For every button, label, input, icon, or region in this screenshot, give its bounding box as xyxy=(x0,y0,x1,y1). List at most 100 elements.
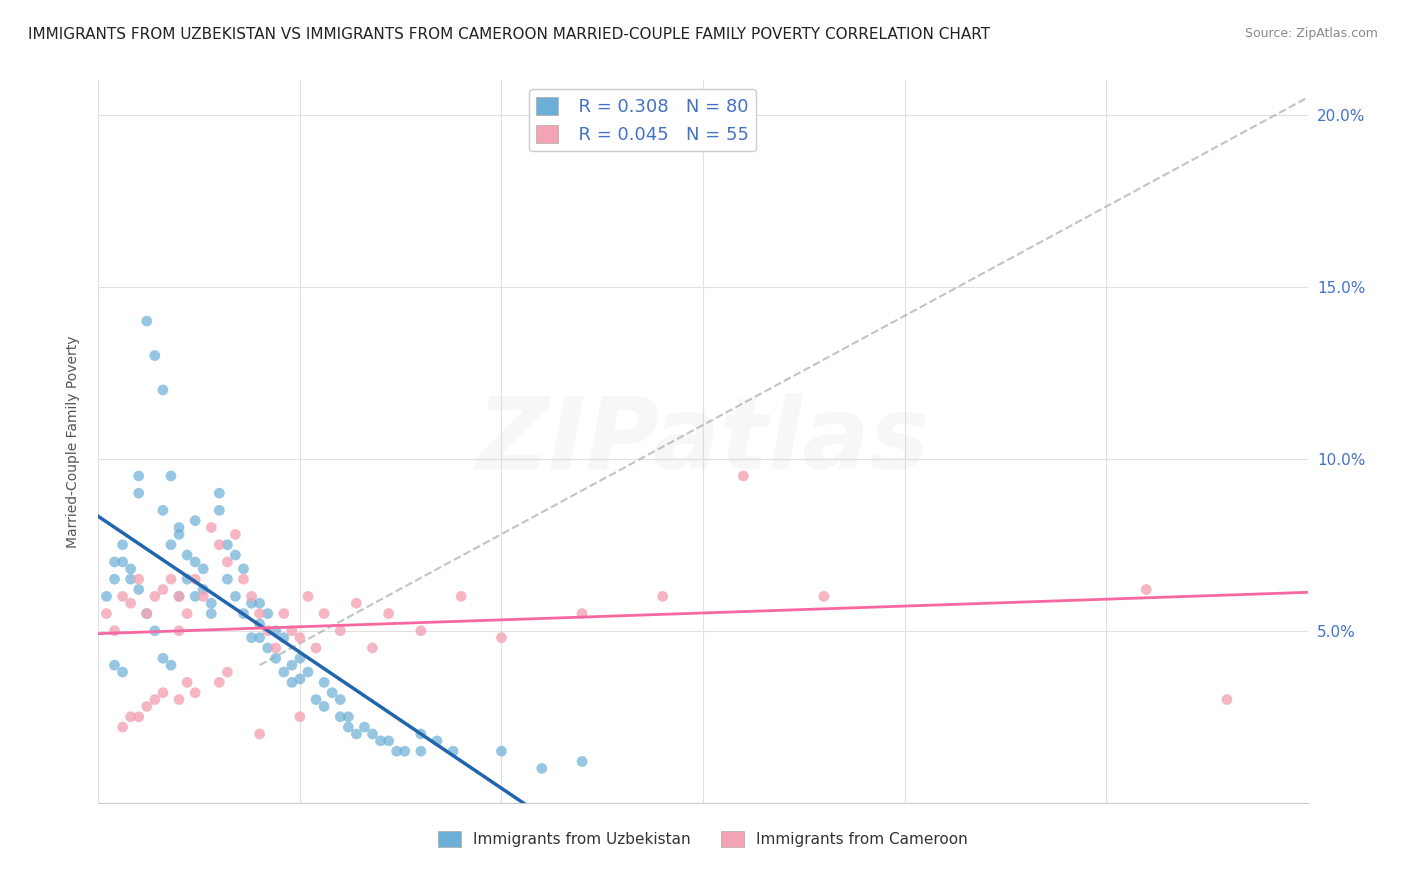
Point xyxy=(530,761,553,775)
Point xyxy=(135,314,157,328)
Point xyxy=(733,469,755,483)
Point xyxy=(128,486,150,500)
Point xyxy=(426,734,449,748)
Point xyxy=(288,631,311,645)
Point xyxy=(167,590,190,604)
Point xyxy=(329,624,352,638)
Point xyxy=(200,596,222,610)
Point xyxy=(208,538,231,552)
Point xyxy=(385,744,408,758)
Point xyxy=(96,590,118,604)
Point xyxy=(314,607,336,621)
Point xyxy=(143,692,166,706)
Point xyxy=(217,572,239,586)
Point xyxy=(128,710,150,724)
Point xyxy=(409,624,432,638)
Point xyxy=(240,631,263,645)
Point xyxy=(160,538,183,552)
Point xyxy=(184,555,207,569)
Point xyxy=(217,665,239,679)
Point xyxy=(344,596,367,610)
Point xyxy=(329,710,352,724)
Point xyxy=(409,727,432,741)
Point xyxy=(200,607,222,621)
Point xyxy=(143,624,166,638)
Point xyxy=(281,624,304,638)
Point xyxy=(361,727,384,741)
Point xyxy=(217,538,239,552)
Point xyxy=(264,651,287,665)
Point xyxy=(491,744,513,758)
Point xyxy=(111,555,134,569)
Point xyxy=(344,727,367,741)
Point xyxy=(232,562,254,576)
Point xyxy=(193,562,215,576)
Point xyxy=(128,469,150,483)
Point xyxy=(120,596,142,610)
Point xyxy=(176,675,198,690)
Point xyxy=(208,675,231,690)
Point xyxy=(200,520,222,534)
Point xyxy=(120,562,142,576)
Point xyxy=(152,582,174,597)
Y-axis label: Married-Couple Family Poverty: Married-Couple Family Poverty xyxy=(66,335,80,548)
Point xyxy=(152,651,174,665)
Point xyxy=(152,686,174,700)
Point xyxy=(193,590,215,604)
Point xyxy=(491,631,513,645)
Text: ZIPatlas: ZIPatlas xyxy=(477,393,929,490)
Point xyxy=(232,607,254,621)
Point xyxy=(288,651,311,665)
Point xyxy=(160,658,183,673)
Point xyxy=(143,590,166,604)
Point xyxy=(232,572,254,586)
Point xyxy=(273,631,295,645)
Point xyxy=(281,658,304,673)
Point xyxy=(329,692,352,706)
Point xyxy=(249,616,271,631)
Point xyxy=(224,527,246,541)
Point xyxy=(208,486,231,500)
Point xyxy=(224,548,246,562)
Point xyxy=(167,624,190,638)
Point xyxy=(337,720,360,734)
Point xyxy=(571,755,593,769)
Point xyxy=(111,538,134,552)
Point xyxy=(353,720,375,734)
Point xyxy=(208,503,231,517)
Point xyxy=(103,555,125,569)
Point xyxy=(249,727,271,741)
Point xyxy=(394,744,416,758)
Point xyxy=(288,710,311,724)
Point xyxy=(377,607,399,621)
Point xyxy=(256,640,278,655)
Point xyxy=(297,665,319,679)
Point xyxy=(111,665,134,679)
Point xyxy=(409,744,432,758)
Point xyxy=(135,699,157,714)
Point xyxy=(337,710,360,724)
Point xyxy=(361,640,384,655)
Point xyxy=(288,672,311,686)
Point xyxy=(217,555,239,569)
Point xyxy=(160,572,183,586)
Point xyxy=(152,503,174,517)
Point xyxy=(321,686,343,700)
Point xyxy=(128,572,150,586)
Point xyxy=(377,734,399,748)
Point xyxy=(450,590,472,604)
Point xyxy=(184,590,207,604)
Point xyxy=(314,675,336,690)
Point xyxy=(273,665,295,679)
Point xyxy=(264,640,287,655)
Point xyxy=(120,572,142,586)
Point xyxy=(152,383,174,397)
Point xyxy=(167,692,190,706)
Point xyxy=(249,631,271,645)
Point xyxy=(111,590,134,604)
Point xyxy=(370,734,392,748)
Point xyxy=(193,582,215,597)
Point xyxy=(441,744,464,758)
Point xyxy=(160,469,183,483)
Point xyxy=(184,686,207,700)
